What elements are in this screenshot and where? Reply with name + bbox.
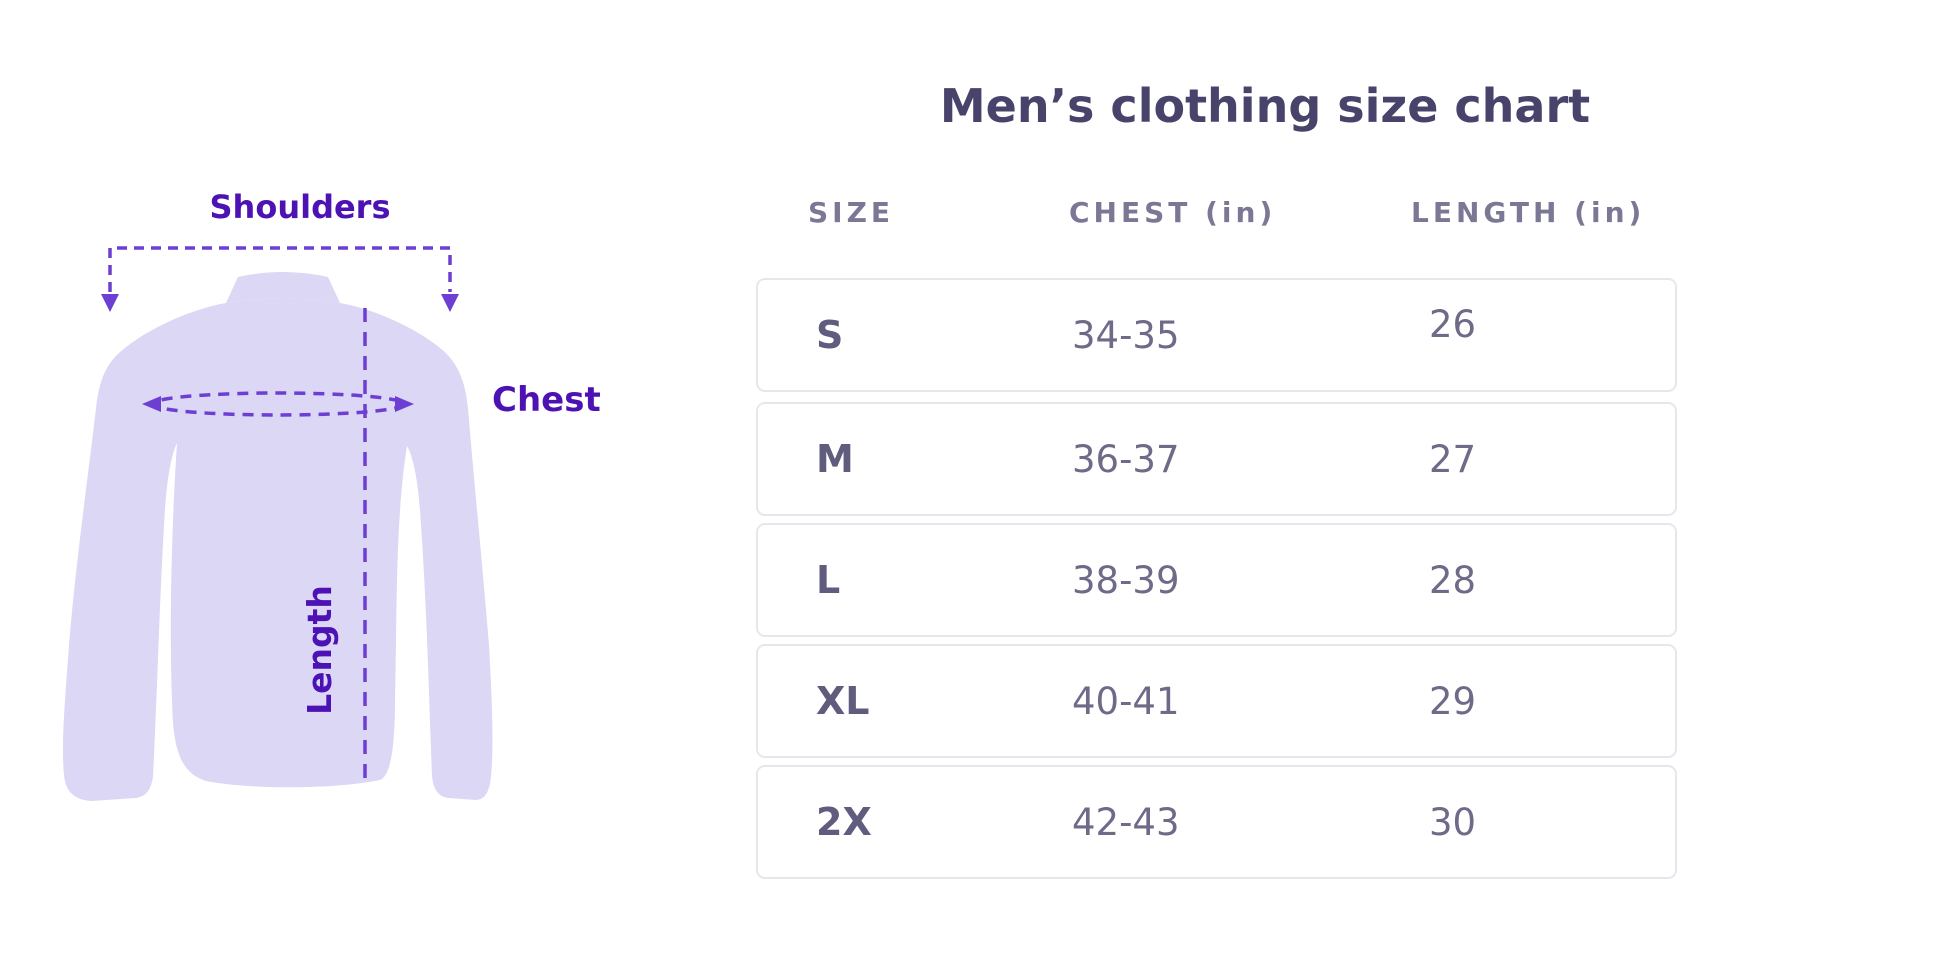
column-header-chest: CHEST (in) bbox=[1069, 196, 1277, 229]
length-value: 27 bbox=[1429, 437, 1477, 481]
chest-arrow-left-icon bbox=[142, 396, 161, 412]
size-value: 2X bbox=[816, 800, 872, 844]
size-value: M bbox=[816, 437, 854, 481]
chest-arrow-right-icon bbox=[395, 396, 414, 412]
length-value: 30 bbox=[1429, 800, 1477, 844]
shirt-measurement-diagram: Shoulders Chest Length bbox=[0, 0, 660, 900]
length-label: Length bbox=[300, 585, 339, 715]
table-header-row: SIZE CHEST (in) LENGTH (in) bbox=[756, 196, 1677, 236]
length-value: 28 bbox=[1429, 558, 1477, 602]
table-row-l: L 38-39 28 bbox=[756, 523, 1677, 637]
chest-value: 34-35 bbox=[1072, 313, 1180, 357]
size-table: S 34-35 26 M 36-37 27 L 38-39 28 XL 40-4… bbox=[756, 278, 1677, 886]
page-title: Men’s clothing size chart bbox=[939, 79, 1591, 133]
shoulders-arrow-left-icon bbox=[101, 294, 119, 312]
size-value: S bbox=[816, 313, 844, 357]
shirt-illustration bbox=[62, 246, 493, 801]
shoulders-measure-line bbox=[108, 246, 452, 292]
size-value: L bbox=[816, 558, 841, 602]
table-row-xl: XL 40-41 29 bbox=[756, 644, 1677, 758]
table-row-s: S 34-35 26 bbox=[756, 278, 1677, 392]
chest-value: 40-41 bbox=[1072, 679, 1180, 723]
length-value: 26 bbox=[1429, 302, 1477, 346]
size-value: XL bbox=[816, 679, 870, 723]
column-header-length: LENGTH (in) bbox=[1411, 196, 1646, 229]
shirt-body-shape bbox=[62, 298, 493, 801]
shoulders-arrow-right-icon bbox=[441, 294, 459, 312]
chest-value: 38-39 bbox=[1072, 558, 1180, 602]
shirt-collar-shape bbox=[226, 272, 340, 303]
chest-value: 36-37 bbox=[1072, 437, 1180, 481]
table-row-m: M 36-37 27 bbox=[756, 402, 1677, 516]
chest-label: Chest bbox=[492, 380, 601, 420]
length-value: 29 bbox=[1429, 679, 1477, 723]
column-header-size: SIZE bbox=[808, 196, 895, 229]
shoulders-label: Shoulders bbox=[209, 188, 391, 226]
chest-value: 42-43 bbox=[1072, 800, 1180, 844]
table-row-2x: 2X 42-43 30 bbox=[756, 765, 1677, 879]
